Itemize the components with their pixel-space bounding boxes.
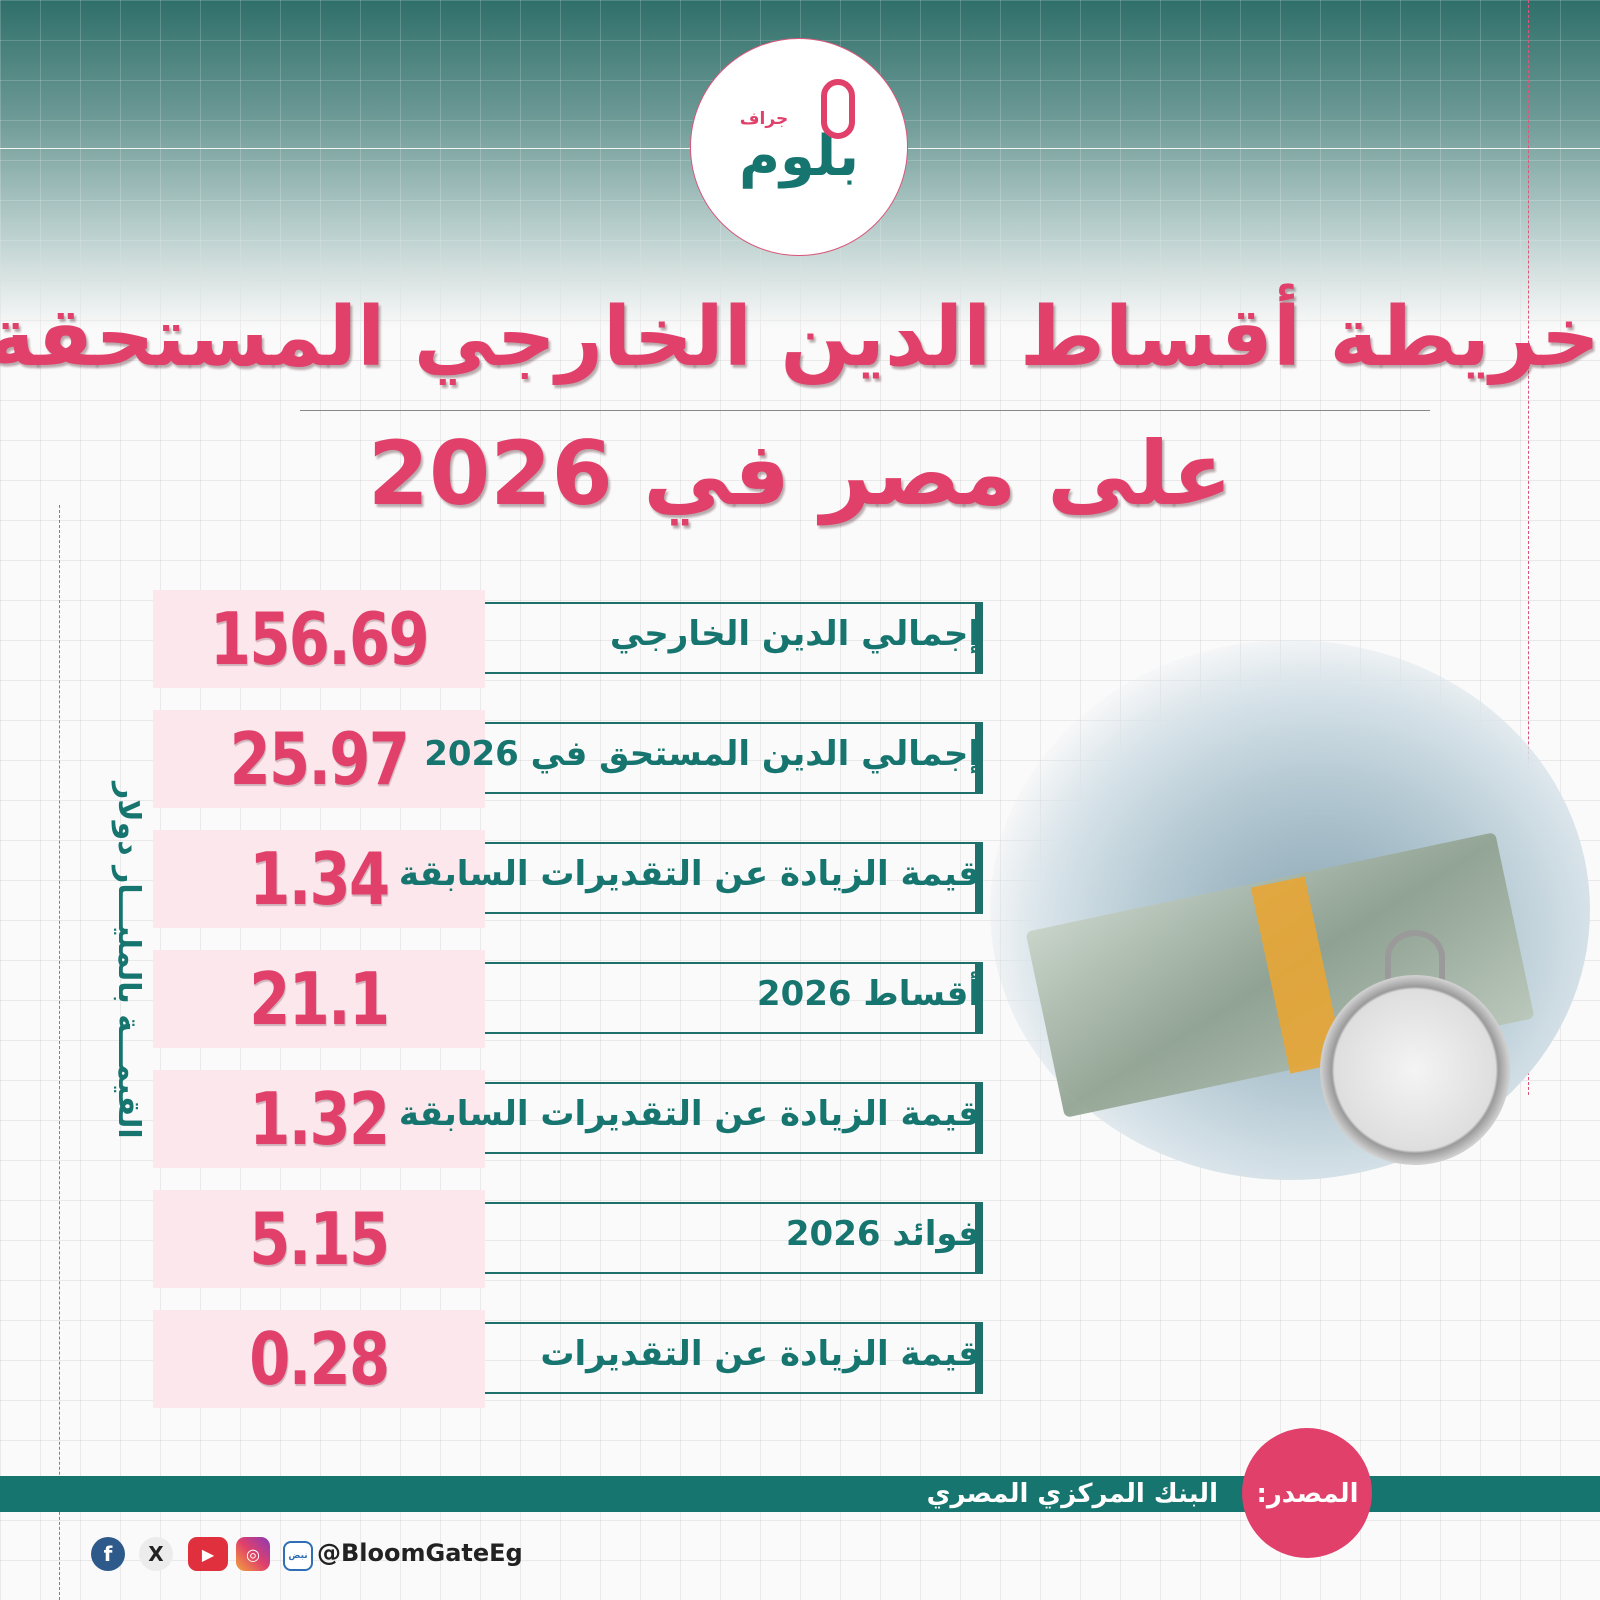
source-badge — [1242, 1428, 1372, 1558]
unit-label: القيمـــة بالمليـــار دولار — [111, 781, 146, 1139]
row-value: 5.15 — [249, 1197, 390, 1281]
nabd-icon[interactable]: نبض — [283, 1541, 313, 1571]
value-box: 25.97 — [153, 710, 485, 808]
source-label: المصدر: — [1256, 1479, 1359, 1509]
row-value: 156.69 — [210, 597, 430, 681]
label-frame — [485, 1202, 983, 1274]
label-frame — [485, 1322, 983, 1394]
row-label: إجمالي الدين الخارجي — [609, 614, 980, 654]
value-box: 1.34 — [153, 830, 485, 928]
instagram-icon[interactable]: ◎ — [236, 1537, 270, 1571]
row-label: إجمالي الدين المستحق في 2026 — [424, 734, 980, 774]
value-box: 156.69 — [153, 590, 485, 688]
row-label: قيمة الزيادة عن التقديرات السابقة — [398, 1094, 980, 1134]
label-frame — [485, 842, 983, 914]
source-value: البنك المركزي المصري — [926, 1479, 1218, 1509]
value-box: 5.15 — [153, 1190, 485, 1288]
value-box: 21.1 — [153, 950, 485, 1048]
row-value: 21.1 — [249, 957, 390, 1041]
page-title-line-1: خريطة أقساط الدين الخارجي المستحقة — [0, 290, 1600, 385]
label-frame — [485, 962, 983, 1034]
left-dashed-guide — [59, 505, 60, 1600]
logo-small-text: جراف — [739, 109, 789, 129]
microphone-icon — [821, 79, 855, 139]
row-label: أقساط 2026 — [756, 974, 980, 1014]
data-row: 0.28 قيمة الزيادة عن التقديرات — [0, 1310, 1600, 1408]
data-row: 156.69 إجمالي الدين الخارجي — [0, 590, 1600, 688]
label-frame — [485, 722, 983, 794]
row-value: 1.32 — [249, 1077, 390, 1161]
value-box: 0.28 — [153, 1310, 485, 1408]
row-label: قيمة الزيادة عن التقديرات — [540, 1334, 980, 1374]
social-handle[interactable]: @BloomGateEg — [317, 1539, 523, 1567]
stopwatch-image — [1320, 975, 1510, 1165]
value-box: 1.32 — [153, 1070, 485, 1168]
row-value: 25.97 — [229, 717, 410, 801]
data-row: 1.34 قيمة الزيادة عن التقديرات السابقة — [0, 830, 1600, 928]
data-row: 5.15 فوائد 2026 — [0, 1190, 1600, 1288]
x-icon[interactable]: X — [139, 1537, 173, 1571]
row-label: قيمة الزيادة عن التقديرات السابقة — [398, 854, 980, 894]
row-value: 0.28 — [249, 1317, 390, 1401]
label-frame — [485, 602, 983, 674]
right-dashed-guide — [1528, 0, 1529, 1095]
data-row: 21.1 أقساط 2026 — [0, 950, 1600, 1048]
row-value: 1.34 — [249, 837, 390, 921]
youtube-icon[interactable]: ▶ — [188, 1537, 228, 1571]
page-title-line-2: على مصر في 2026 — [367, 422, 1233, 525]
data-row: 25.97 إجمالي الدين المستحق في 2026 — [0, 710, 1600, 808]
facebook-icon[interactable]: f — [91, 1537, 125, 1571]
row-label: فوائد 2026 — [785, 1214, 980, 1254]
brand-logo: جراف بلوم — [690, 38, 908, 256]
data-row: 1.32 قيمة الزيادة عن التقديرات السابقة — [0, 1070, 1600, 1168]
title-divider — [300, 410, 1430, 411]
label-frame — [485, 1082, 983, 1154]
